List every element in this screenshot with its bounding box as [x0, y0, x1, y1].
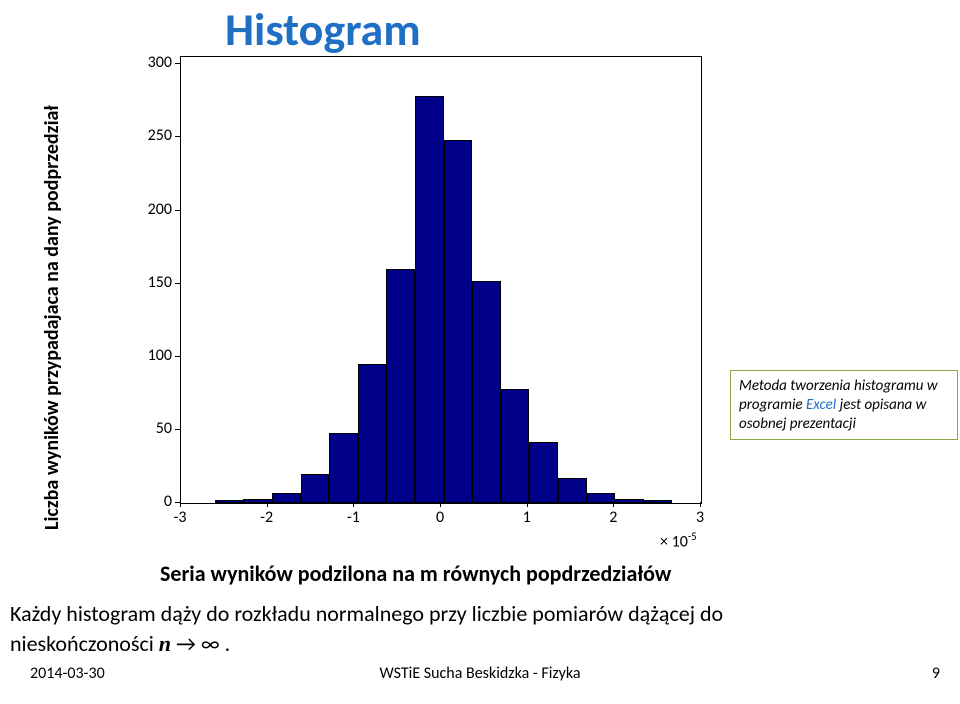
histogram-bar [386, 269, 415, 503]
y-tick-label: 300 [130, 53, 172, 72]
y-tick-mark [175, 136, 180, 137]
x-tick-mark [440, 502, 441, 507]
y-tick-label: 100 [130, 346, 172, 365]
footer-date: 2014-03-30 [30, 664, 105, 683]
y-tick-label: 250 [130, 126, 172, 145]
y-tick-mark [175, 429, 180, 430]
x-tick-label: -2 [247, 508, 287, 527]
histogram-chart [180, 56, 702, 504]
y-tick-mark [175, 210, 180, 211]
footer-page-number: 9 [932, 664, 940, 683]
x-axis-caption: Seria wyników podzilona na m równych pop… [160, 560, 671, 587]
x-tick-label: 2 [593, 508, 633, 527]
histogram-bar [272, 493, 301, 503]
x-tick-mark [700, 502, 701, 507]
y-tick-mark [175, 63, 180, 64]
y-axis-label: Liczba wyników przypadajaca na dany podp… [40, 105, 64, 530]
y-tick-label: 50 [130, 419, 172, 438]
histogram-bar [358, 364, 387, 503]
footer-center: WSTiE Sucha Beskidzka - Fizyka [300, 664, 660, 683]
body-text-line: nieskończoności n → ∞ . [10, 630, 230, 657]
histogram-bar [615, 499, 644, 503]
histogram-bar [472, 281, 501, 503]
x-tick-mark [180, 502, 181, 507]
x-tick-label: 1 [507, 508, 547, 527]
histogram-bar [558, 478, 587, 503]
info-line: osobnej prezentacji [739, 415, 949, 434]
x-tick-label: 3 [680, 508, 720, 527]
x-tick-mark [267, 502, 268, 507]
histogram-bar [215, 500, 244, 503]
info-line: Metoda tworzenia histogramu w [739, 377, 949, 396]
histogram-bar [415, 96, 444, 503]
histogram-bar [587, 493, 616, 503]
y-tick-mark [175, 283, 180, 284]
histogram-bar [444, 140, 473, 503]
info-box: Metoda tworzenia histogramu wprogramie E… [730, 370, 958, 440]
x-tick-mark [353, 502, 354, 507]
histogram-bar [529, 442, 558, 503]
x-tick-label: -3 [160, 508, 200, 527]
x-tick-mark [613, 502, 614, 507]
x-tick-label: 0 [420, 508, 460, 527]
histogram-bar [644, 500, 673, 503]
body-text-line: Każdy histogram dąży do rozkładu normaln… [10, 600, 723, 627]
histogram-bar [301, 474, 330, 503]
histogram-bar [243, 499, 272, 503]
y-tick-label: 200 [130, 200, 172, 219]
y-tick-label: 150 [130, 273, 172, 292]
x-tick-label: -1 [333, 508, 373, 527]
histogram-bar [501, 389, 530, 503]
info-line: programie Excel jest opisana w [739, 396, 949, 415]
histogram-bar [329, 433, 358, 503]
axis-exponent: × 10-5 [660, 530, 697, 551]
y-tick-mark [175, 356, 180, 357]
page-title: Histogram [225, 2, 421, 58]
x-tick-mark [527, 502, 528, 507]
